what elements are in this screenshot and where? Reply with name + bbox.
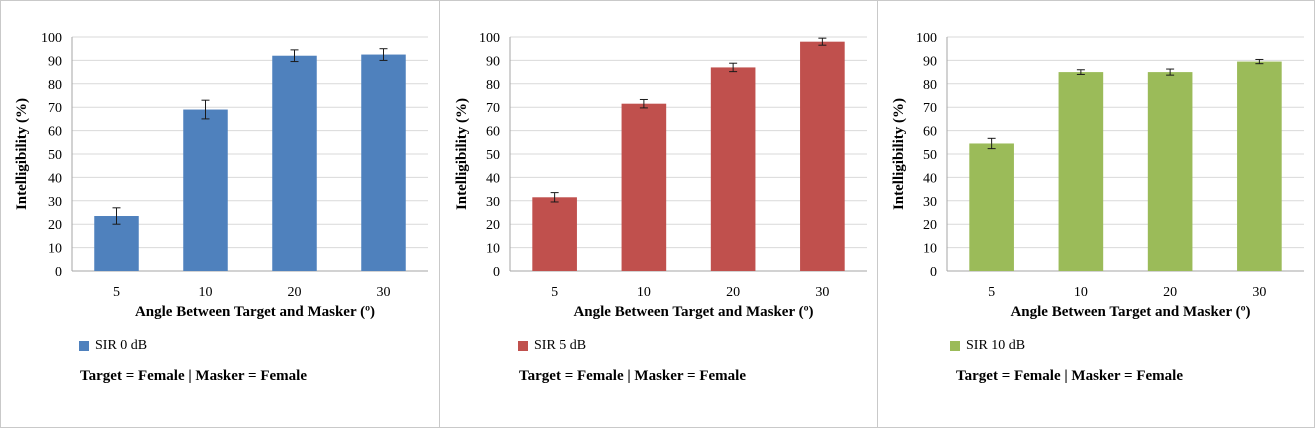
y-tick-label: 10 <box>48 242 62 257</box>
y-tick-label: 40 <box>486 171 500 186</box>
bar <box>1237 61 1282 271</box>
bar <box>710 67 756 271</box>
chart-caption: Target = Female | Masker = Female <box>80 368 307 384</box>
y-tick-label: 90 <box>48 54 62 69</box>
y-tick-label: 10 <box>923 242 937 257</box>
x-tick-label: 30 <box>377 285 391 300</box>
bar <box>969 143 1014 271</box>
legend: SIR 0 dB <box>79 338 147 354</box>
y-tick-label: 70 <box>48 101 62 116</box>
chart-caption: Target = Female | Masker = Female <box>956 368 1183 384</box>
chart-panel-sir-5: 0 10 20 30 40 50 60 70 80 90 100 5 10 20 30 Angle Betwe… <box>439 0 878 428</box>
y-tick-label: 70 <box>486 101 500 116</box>
x-tick-label: 10 <box>637 285 651 300</box>
y-axis-title: Intelligibility (%) <box>14 98 30 210</box>
y-tick-label: 50 <box>486 148 500 163</box>
legend-label: SIR 0 dB <box>95 338 148 353</box>
y-tick-label: 20 <box>48 218 62 233</box>
y-tick-label: 80 <box>486 78 500 93</box>
y-tick-label: 60 <box>486 125 500 140</box>
x-tick-label: 20 <box>288 285 302 300</box>
chart-panel-sir-0: 0 10 20 30 40 50 60 70 80 90 100 5 10 20 30 Angle Betwe… <box>0 0 440 428</box>
y-tick-label: 90 <box>486 54 500 69</box>
y-tick-label: 0 <box>930 265 937 280</box>
y-tick-label: 70 <box>923 101 937 116</box>
y-tick-label: 20 <box>486 218 500 233</box>
legend-swatch <box>79 341 89 351</box>
y-axis-title: Intelligibility (%) <box>891 98 907 210</box>
bar <box>1058 72 1104 271</box>
y-tick-label: 40 <box>48 171 62 186</box>
bar <box>532 197 577 271</box>
bar <box>94 216 139 271</box>
legend-label: SIR 5 dB <box>534 338 587 353</box>
y-tick-label: 90 <box>923 54 937 69</box>
y-tick-label: 80 <box>923 78 937 93</box>
bar <box>272 55 317 271</box>
legend: SIR 5 dB <box>518 338 586 354</box>
x-tick-label: 20 <box>1163 285 1177 300</box>
y-tick-label: 10 <box>486 242 500 257</box>
bar <box>800 41 845 272</box>
y-tick-label: 30 <box>486 195 500 210</box>
y-tick-label: 100 <box>41 31 62 46</box>
y-tick-label: 100 <box>916 31 937 46</box>
x-tick-label: 5 <box>988 285 995 300</box>
x-tick-label: 30 <box>815 285 829 300</box>
chart-caption: Target = Female | Masker = Female <box>519 368 746 384</box>
y-tick-label: 30 <box>923 195 937 210</box>
x-tick-label: 20 <box>726 285 740 300</box>
y-tick-label: 0 <box>493 265 500 280</box>
y-axis-title: Intelligibility (%) <box>454 98 470 210</box>
legend-swatch <box>518 341 528 351</box>
legend-swatch <box>950 341 960 351</box>
y-tick-label: 60 <box>48 125 62 140</box>
x-tick-label: 30 <box>1252 285 1266 300</box>
bar <box>183 109 228 271</box>
legend: SIR 10 dB <box>950 338 1025 354</box>
y-tick-label: 40 <box>923 171 937 186</box>
x-tick-label: 5 <box>113 285 120 300</box>
chart-panel-sir-10: 0 10 20 30 40 50 60 70 80 90 100 5 10 20 30 Angle Betwe… <box>877 0 1315 428</box>
x-tick-label: 5 <box>551 285 558 300</box>
bar <box>1147 72 1193 271</box>
bar <box>361 54 406 271</box>
y-tick-label: 20 <box>923 218 937 233</box>
legend-label: SIR 10 dB <box>966 338 1026 353</box>
y-tick-label: 100 <box>479 31 500 46</box>
x-tick-label: 10 <box>199 285 213 300</box>
x-tick-label: 10 <box>1074 285 1088 300</box>
x-axis-title: Angle Between Target and Masker (º) <box>1010 304 1250 320</box>
y-tick-label: 60 <box>923 125 937 140</box>
bar <box>621 103 667 271</box>
y-tick-label: 30 <box>48 195 62 210</box>
x-axis-title: Angle Between Target and Masker (º) <box>573 304 813 320</box>
y-tick-label: 80 <box>48 78 62 93</box>
x-axis-title: Angle Between Target and Masker (º) <box>135 304 375 320</box>
y-tick-label: 50 <box>48 148 62 163</box>
y-tick-label: 50 <box>923 148 937 163</box>
y-tick-label: 0 <box>55 265 62 280</box>
